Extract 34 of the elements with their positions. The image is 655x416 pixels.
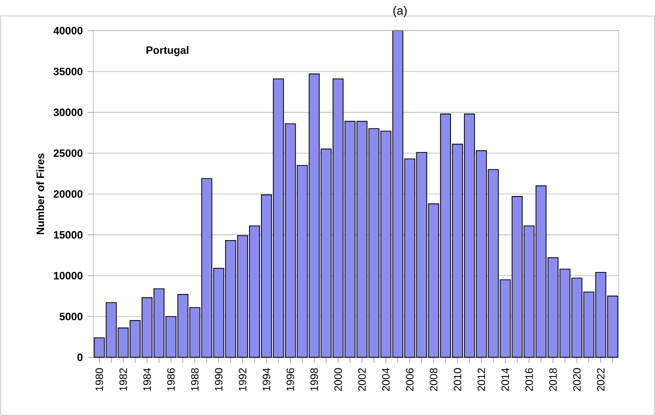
y-tick-label: 20000 bbox=[54, 190, 82, 198]
annotation: Portugal bbox=[146, 46, 188, 56]
x-tick-label: 1992 bbox=[238, 368, 246, 391]
x-tick-label: 2010 bbox=[454, 368, 462, 391]
y-tick-label: 10000 bbox=[54, 272, 82, 280]
x-tick-label: 2018 bbox=[549, 368, 557, 391]
x-tick-label: 2000 bbox=[334, 368, 342, 391]
y-axis-title: Number of Fires bbox=[36, 154, 44, 234]
x-tick-label: 1984 bbox=[143, 368, 151, 391]
y-tick-label: 35000 bbox=[54, 68, 82, 76]
x-tick-label: 2008 bbox=[430, 368, 438, 391]
y-tick-label: 5000 bbox=[60, 312, 83, 320]
y-tick-label: 15000 bbox=[54, 231, 82, 239]
x-tick-label: 1986 bbox=[167, 368, 175, 391]
y-tick-label: 0 bbox=[77, 354, 83, 362]
x-tick-label: 2014 bbox=[501, 368, 510, 391]
x-tick-label: 2012 bbox=[478, 368, 486, 391]
x-tick-label: 2016 bbox=[525, 368, 533, 391]
chart-title: (a) bbox=[393, 6, 407, 18]
y-tick-label: 25000 bbox=[54, 149, 82, 157]
y-tick-label: 40000 bbox=[53, 26, 82, 34]
x-tick-label: 1980 bbox=[96, 368, 104, 391]
x-tick-label: 2004 bbox=[382, 368, 390, 391]
x-tick-label: 1988 bbox=[191, 368, 199, 391]
x-tick-label: 1998 bbox=[310, 368, 318, 391]
x-tick-label: 2002 bbox=[358, 368, 366, 391]
x-tick-label: 1982 bbox=[119, 368, 127, 391]
x-tick-label: 1994 bbox=[262, 368, 270, 391]
x-tick-label: 2006 bbox=[406, 368, 414, 391]
x-tick-label: 1996 bbox=[286, 368, 294, 391]
x-tick-label: 2022 bbox=[596, 368, 605, 391]
x-tick-label: 2020 bbox=[573, 368, 581, 391]
y-tick-label: 30000 bbox=[54, 108, 82, 116]
x-tick-label: 1990 bbox=[214, 368, 222, 391]
